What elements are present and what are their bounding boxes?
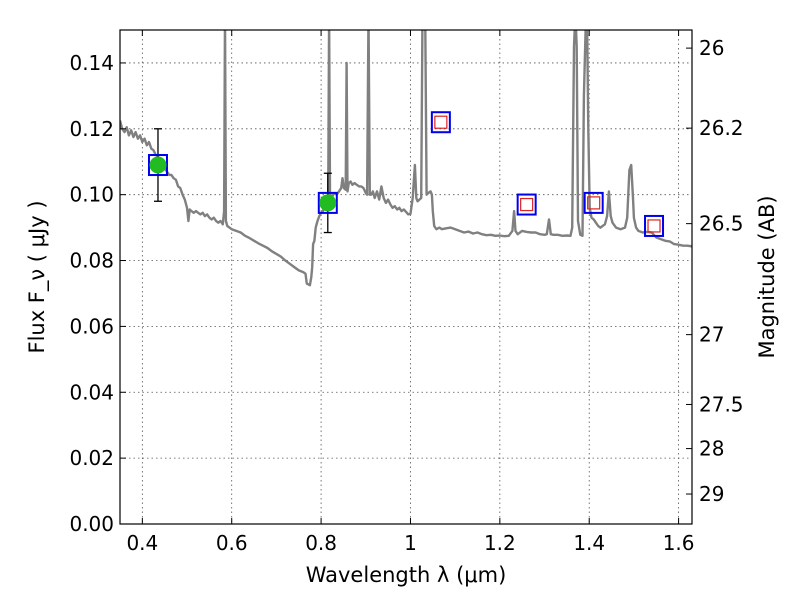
right-axis-title: Magnitude (AB): [755, 195, 779, 358]
model-flux-box: [317, 191, 338, 214]
x-tick-label: 1.4: [573, 531, 605, 555]
plot-area: [120, 30, 692, 524]
model-flux-box: [516, 193, 537, 216]
predicted-flux-square: [520, 197, 534, 212]
axis-ticks: [120, 30, 692, 525]
x-tick-label: 1.2: [484, 531, 516, 555]
x-tick-label: 1: [404, 531, 417, 555]
x-tick-label: 0.8: [305, 531, 337, 555]
x-tick-label: 0.4: [126, 531, 158, 555]
y-axis-title: Flux F_ν ( μJy ): [25, 200, 50, 353]
x-tick-label: 1.6: [663, 531, 695, 555]
y-tick-label: 0.00: [69, 512, 114, 536]
model-flux-box: [644, 214, 665, 237]
model-flux-box: [147, 154, 168, 177]
right-tick-label: 28: [699, 437, 724, 461]
plot-frame: [119, 29, 693, 525]
right-tick-labels: 26 26.2 26.5 27 27.5 28 29: [699, 36, 744, 506]
right-tick-label: 29: [699, 482, 724, 506]
y-tick-label: 0.04: [69, 380, 114, 404]
observed-flux-point: [149, 156, 167, 174]
right-tick-label: 26.2: [699, 116, 744, 140]
y-tick-label: 0.02: [69, 446, 114, 470]
predicted-flux-square: [587, 196, 601, 210]
x-axis-title: Wavelength λ (μm): [306, 563, 507, 587]
y-tick-labels: 0.00 0.02 0.04 0.06 0.08 0.10 0.12 0.14: [69, 51, 114, 536]
right-tick-label: 26: [699, 36, 724, 60]
predicted-flux-square: [647, 219, 661, 233]
model-spectrum: [120, 30, 692, 287]
model-flux-box: [583, 191, 604, 214]
y-tick-label: 0.10: [69, 183, 114, 207]
y-tick-label: 0.06: [69, 314, 114, 338]
y-tick-label: 0.12: [69, 117, 114, 141]
y-tick-label: 0.08: [69, 249, 114, 273]
x-tick-label: 0.6: [216, 531, 248, 555]
y-tick-label: 0.14: [69, 51, 114, 75]
right-tick-label: 27: [699, 323, 724, 347]
model-flux-box: [430, 111, 451, 134]
observed-flux-point: [319, 194, 337, 212]
spectrum-line: [120, 30, 692, 287]
predicted-flux-square: [434, 115, 448, 129]
right-tick-label: 26.5: [699, 212, 744, 236]
photometry-points: [147, 111, 665, 237]
x-tick-labels: 0.4 0.6 0.8 1 1.2 1.4 1.6: [126, 531, 694, 555]
right-tick-label: 27.5: [699, 392, 744, 416]
